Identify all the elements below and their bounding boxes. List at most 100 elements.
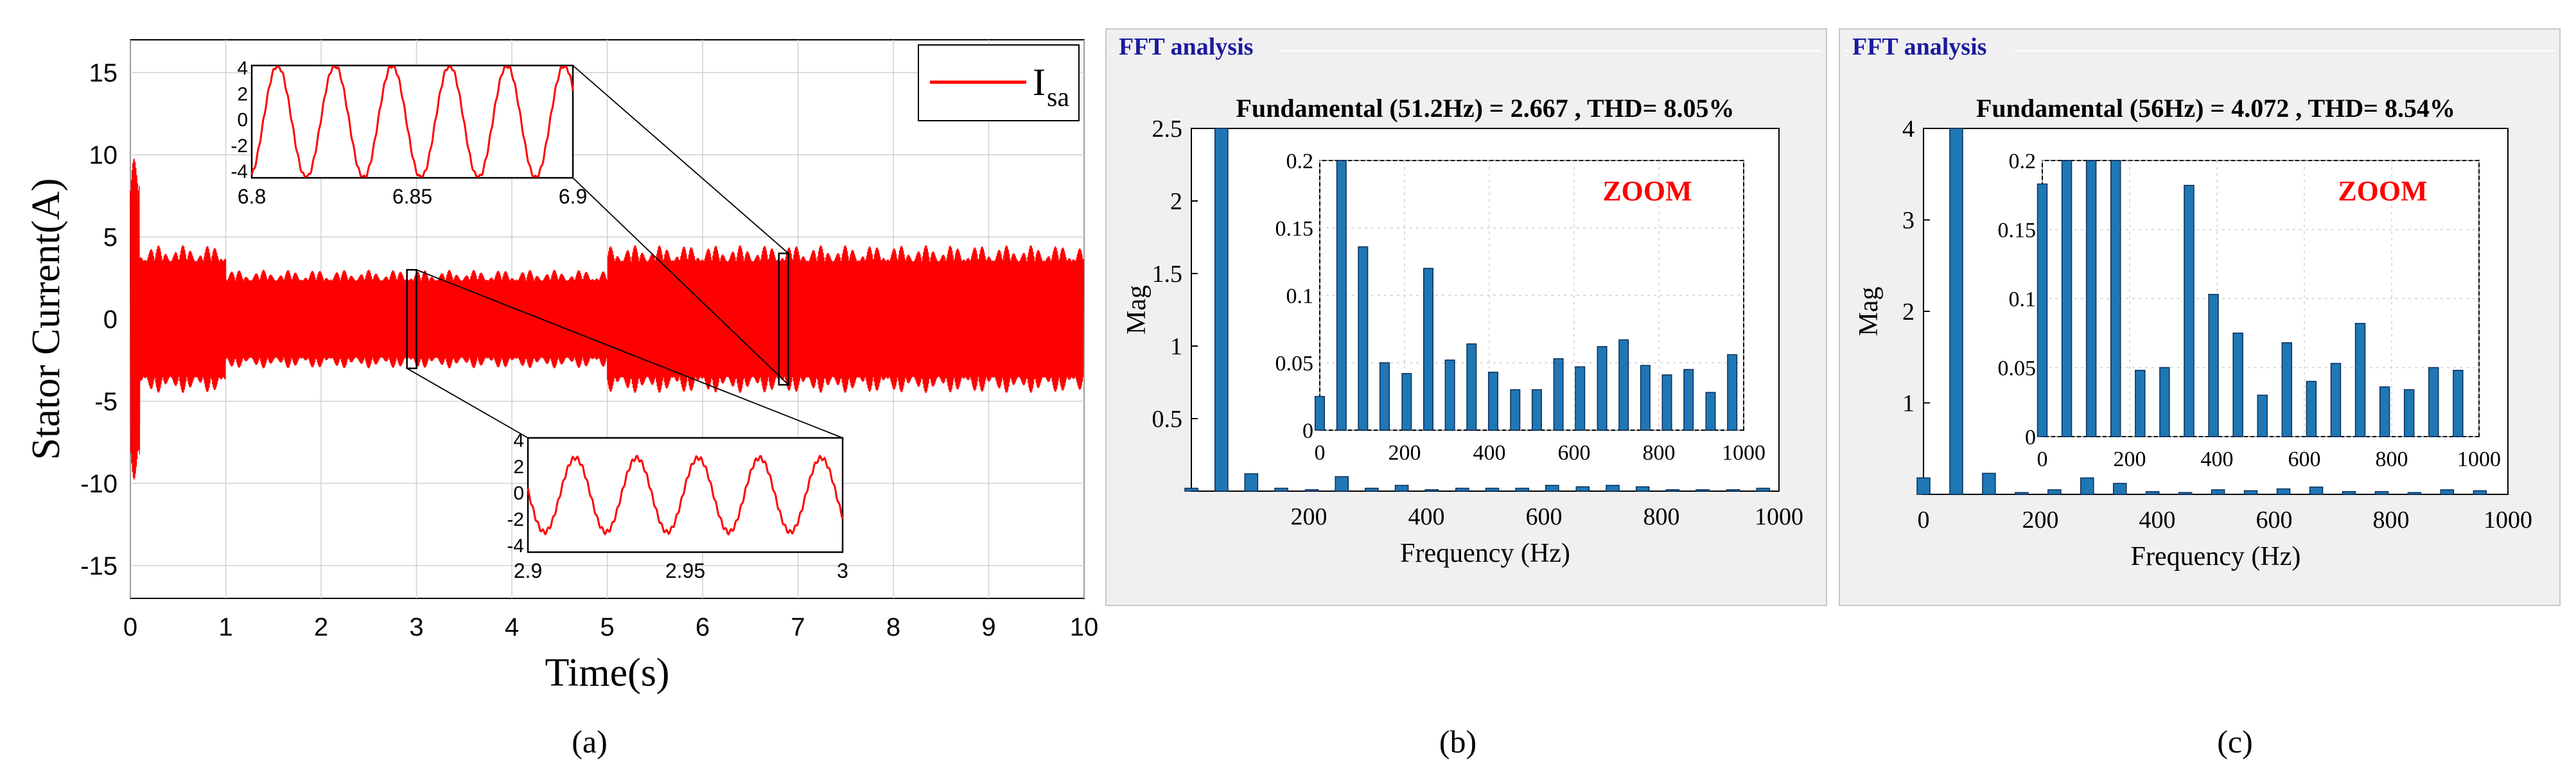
panel-b-zoom-bar (1640, 365, 1651, 431)
panel-a-x-tick-label: 9 (981, 613, 995, 641)
panel-a-x-tick-label: 5 (600, 613, 614, 641)
inset-top-y-tick-label: 4 (237, 58, 248, 79)
panel-c-zoom-bar (2061, 160, 2072, 437)
panel-c-title-backdrop (1848, 34, 2014, 60)
panel-b-y-tick-label: 1 (1170, 333, 1182, 360)
panel-c-zoom-y-tick-label: 0.2 (2009, 150, 2037, 173)
panel-a-x-tick-label: 4 (505, 613, 519, 641)
panel-b-zoom-bar (1683, 369, 1694, 431)
panel-c-x-tick-label: 800 (2373, 507, 2410, 534)
panel-b-bar (1365, 487, 1379, 492)
panel-b-zoom-bar (1466, 343, 1477, 431)
panel-c-zoom-bar (2354, 322, 2366, 437)
panel-c-x-tick-label: 200 (2022, 507, 2059, 534)
panel-c-zoom-bar (2232, 333, 2243, 437)
panel-c-bar (1949, 128, 1963, 495)
panel-c-panel-title: FFT analysis (1852, 33, 1986, 60)
panel-c-zoom-y-tick-label: 0.05 (1998, 357, 2037, 381)
panel-a-y-axis-label: Stator Current(A) (24, 178, 68, 460)
legend-label: I (1033, 61, 1046, 103)
panel-a-x-tick-label: 1 (218, 613, 232, 641)
panel-c-bar (2015, 492, 2029, 495)
panel-a-x-tick-label: 3 (409, 613, 423, 641)
panel-c-bar (1916, 477, 1931, 495)
panel-b-x-axis-label: Frequency (Hz) (1400, 539, 1570, 568)
inset-top-source-box (778, 252, 789, 386)
panel-c-zoom-x-tick-label: 600 (2288, 447, 2321, 471)
panel-b-zoom-bar (1618, 339, 1629, 431)
panel-a-x-tick-label: 2 (314, 613, 328, 641)
panel-c-x-tick-label: 0 (1918, 507, 1930, 534)
inset-bottom-x-tick-label: 2.95 (665, 559, 705, 582)
panel-c-zoom-y-tick-label: 0.1 (2009, 288, 2037, 311)
inset-bottom-frame (527, 437, 844, 553)
panel-b-bar (1214, 128, 1229, 492)
inset-bottom-y-tick-label: 4 (513, 430, 524, 451)
panel-b-bar (1274, 487, 1288, 492)
panel-b-bar (1424, 489, 1439, 492)
panel-b-bar (1756, 487, 1771, 492)
panel-c-chart-title: Fundamental (56Hz) = 4.072 , THD= 8.54% (1976, 94, 2455, 123)
panel-c-y-axis-label: Mag (1854, 287, 1884, 336)
panel-b-zoom-label: ZOOM (1602, 175, 1692, 207)
panel-c-zoom-bar (2110, 160, 2121, 437)
panel-b-bar (1455, 487, 1469, 492)
panel-c-bar (2440, 489, 2455, 495)
panel-c-zoom-bar (2428, 367, 2439, 437)
legend-label-subscript: sa (1047, 83, 1069, 112)
panel-b-zoom-bar (1553, 358, 1564, 431)
panel-c-bar (2178, 492, 2193, 495)
panel-b-zoom-x-tick-label: 600 (1558, 441, 1591, 465)
panel-b-bar (1635, 486, 1650, 492)
panel-a-x-tick-label: 7 (791, 613, 805, 641)
panel-c-bar (2047, 489, 2062, 495)
panel-c-zoom-bar (2135, 370, 2146, 437)
panel-c-zoom-x-tick-label: 0 (2037, 447, 2048, 471)
panel-c-zoom-bar (2085, 160, 2097, 437)
panel-c-zoom-bar (2208, 293, 2219, 437)
inset-top-x-tick-label: 6.9 (559, 185, 587, 208)
panel-c-bar (2276, 488, 2291, 495)
panel-a-caption: (a) (572, 724, 608, 760)
inset-bottom-trace (527, 454, 844, 536)
inset-top-connector (572, 177, 789, 386)
panel-b-bar (1545, 485, 1559, 492)
panel-a-series-isa (130, 159, 1085, 480)
panel-b-bar (1665, 489, 1680, 492)
panel-c-zoom-bar (2184, 184, 2195, 437)
inset-bottom-y-tick-label: 2 (513, 456, 524, 478)
panel-b-zoom-x-tick-label: 200 (1389, 441, 1421, 465)
panel-c-bar (2145, 491, 2160, 495)
panel-c-bar (2374, 491, 2389, 495)
panel-c-y-tick-label: 4 (1902, 116, 1914, 143)
inset-bottom-y-tick-label: -4 (507, 535, 524, 557)
panel-b-zoom-y-tick-label: 0 (1302, 419, 1313, 443)
panel-b-zoom-x-tick-label: 800 (1643, 441, 1676, 465)
panel-b-bar (1575, 486, 1590, 492)
panel-a-y-tick-label: 15 (89, 59, 118, 87)
panel-b-zoom-x-tick-label: 1000 (1722, 441, 1766, 465)
panel-b-bar (1515, 487, 1529, 492)
panel-a-x-tick-label: 10 (1070, 613, 1099, 641)
panel-b-y-axis-label: Mag (1122, 285, 1152, 335)
inset-top-y-tick-label: 0 (237, 110, 248, 131)
panel-b-zoom-bar (1444, 360, 1455, 431)
panel-c-zoom-y-tick-label: 0.15 (1998, 219, 2037, 243)
inset-top-trace (250, 65, 574, 178)
inset-top-connector (572, 65, 789, 254)
panel-b-chart-title: Fundamental (51.2Hz) = 2.667 , THD= 8.05… (1236, 94, 1735, 123)
panel-c-zoom-x-tick-label: 400 (2201, 447, 2234, 471)
panel-b-zoom-x-tick-label: 400 (1473, 441, 1506, 465)
panel-c-y-tick-label: 1 (1902, 390, 1914, 417)
inset-top-y-tick-label: -2 (231, 135, 248, 157)
panel-c-zoom-x-tick-label: 800 (2376, 447, 2408, 471)
inset-bottom-y-tick-label: -2 (507, 509, 524, 530)
panel-b-bar (1244, 473, 1259, 492)
panel-b-bar (1726, 489, 1740, 492)
panel-b-bar (1606, 485, 1620, 492)
panel-b-x-tick-label: 600 (1526, 503, 1563, 530)
panel-b-zoom-bar (1358, 246, 1369, 431)
panel-b-zoom-bar (1531, 389, 1542, 431)
panel-c-bar (2309, 486, 2324, 495)
